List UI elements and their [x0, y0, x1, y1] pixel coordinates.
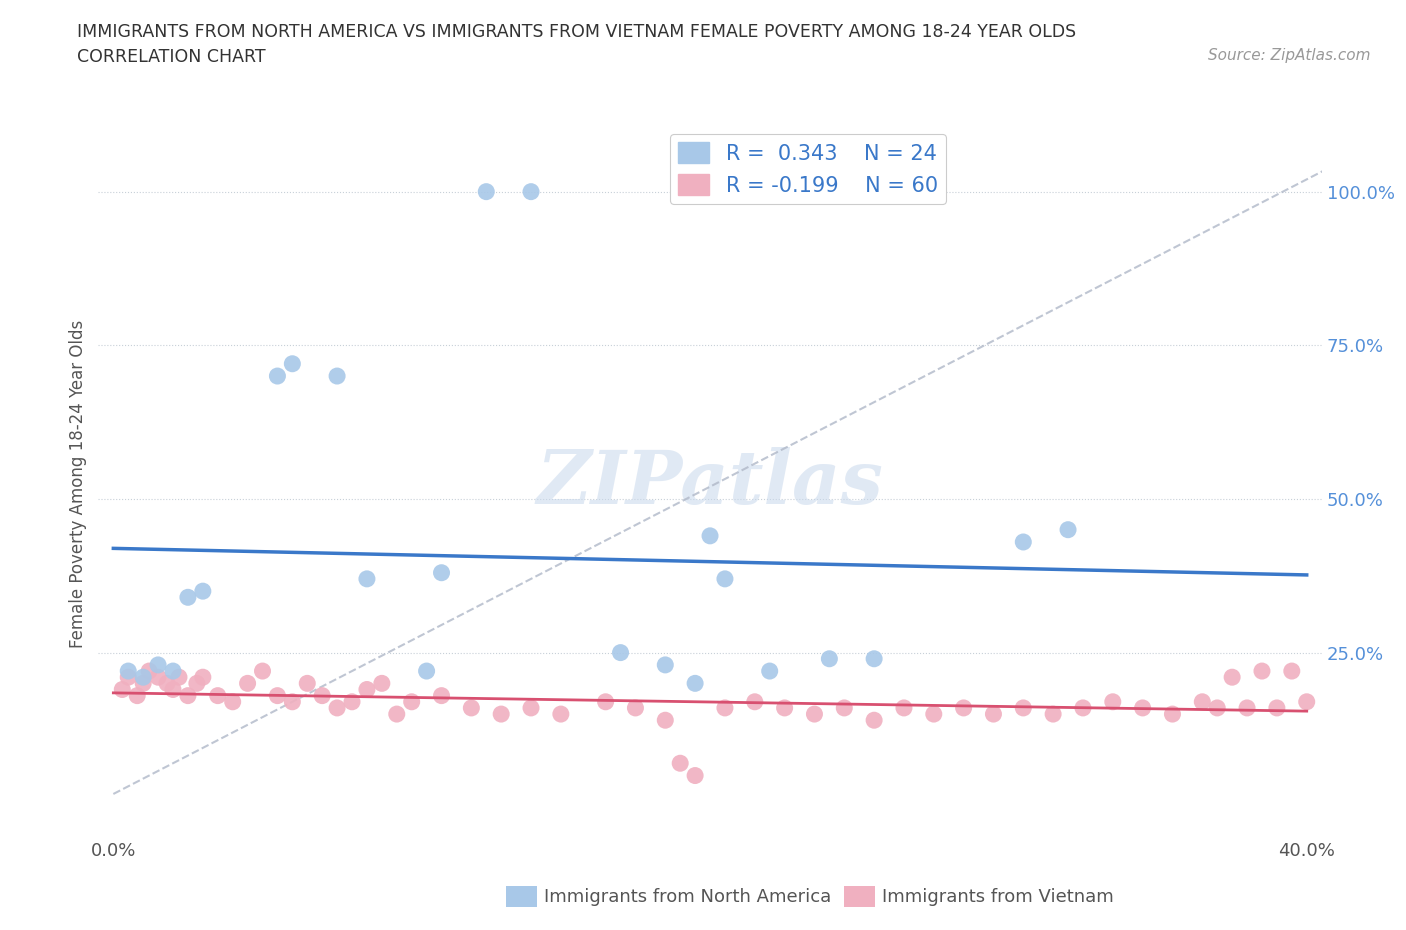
Y-axis label: Female Poverty Among 18-24 Year Olds: Female Poverty Among 18-24 Year Olds	[69, 320, 87, 647]
Point	[252, 664, 274, 679]
Point	[221, 695, 243, 710]
Point	[146, 658, 169, 672]
Point	[356, 682, 378, 697]
Point	[460, 700, 482, 715]
Point	[207, 688, 229, 703]
Point	[818, 651, 841, 666]
Point	[266, 368, 288, 383]
Point	[1236, 700, 1258, 715]
Point	[191, 670, 214, 684]
Point	[654, 658, 676, 672]
Point	[922, 707, 945, 722]
Legend: R =  0.343    N = 24, R = -0.199    N = 60: R = 0.343 N = 24, R = -0.199 N = 60	[669, 134, 946, 204]
Point	[1281, 664, 1303, 679]
Point	[117, 664, 139, 679]
Point	[415, 664, 437, 679]
Point	[281, 356, 304, 371]
Point	[326, 700, 349, 715]
Point	[863, 712, 886, 727]
Text: Immigrants from North America: Immigrants from North America	[544, 887, 831, 906]
Point	[430, 688, 453, 703]
Point	[1265, 700, 1288, 715]
Point	[132, 670, 155, 684]
Point	[1057, 523, 1080, 538]
Point	[371, 676, 394, 691]
Point	[520, 184, 543, 199]
Point	[744, 695, 766, 710]
Point	[669, 756, 692, 771]
Point	[356, 571, 378, 586]
Text: CORRELATION CHART: CORRELATION CHART	[77, 48, 266, 66]
Point	[773, 700, 796, 715]
Point	[430, 565, 453, 580]
Point	[1101, 695, 1123, 710]
Point	[952, 700, 974, 715]
Point	[683, 768, 706, 783]
Point	[146, 670, 169, 684]
Point	[803, 707, 825, 722]
Point	[281, 695, 304, 710]
Point	[1012, 700, 1035, 715]
Point	[1042, 707, 1064, 722]
Point	[1191, 695, 1213, 710]
Point	[832, 700, 855, 715]
Point	[624, 700, 647, 715]
Point	[167, 670, 190, 684]
Point	[266, 688, 288, 703]
Point	[863, 651, 886, 666]
Point	[1161, 707, 1184, 722]
Point	[550, 707, 572, 722]
Point	[714, 571, 737, 586]
Point	[236, 676, 259, 691]
Point	[191, 584, 214, 599]
Text: IMMIGRANTS FROM NORTH AMERICA VS IMMIGRANTS FROM VIETNAM FEMALE POVERTY AMONG 18: IMMIGRANTS FROM NORTH AMERICA VS IMMIGRA…	[77, 23, 1077, 41]
Point	[654, 712, 676, 727]
Point	[1206, 700, 1229, 715]
Point	[385, 707, 408, 722]
Point	[162, 682, 184, 697]
Point	[326, 368, 349, 383]
Point	[683, 676, 706, 691]
Point	[1071, 700, 1094, 715]
Point	[475, 184, 498, 199]
Text: Source: ZipAtlas.com: Source: ZipAtlas.com	[1208, 48, 1371, 63]
Point	[609, 645, 631, 660]
Point	[699, 528, 721, 543]
Point	[186, 676, 208, 691]
Point	[983, 707, 1005, 722]
Point	[311, 688, 333, 703]
Text: ZIPatlas: ZIPatlas	[537, 447, 883, 520]
Point	[401, 695, 423, 710]
Point	[111, 682, 134, 697]
Point	[340, 695, 363, 710]
Point	[1132, 700, 1154, 715]
Point	[1012, 535, 1035, 550]
Point	[893, 700, 915, 715]
Point	[138, 664, 160, 679]
Point	[758, 664, 780, 679]
Point	[177, 590, 200, 604]
Point	[117, 670, 139, 684]
Point	[489, 707, 512, 722]
Point	[156, 676, 179, 691]
Point	[1295, 695, 1317, 710]
Point	[595, 695, 617, 710]
Point	[1220, 670, 1243, 684]
Point	[1251, 664, 1274, 679]
Point	[132, 676, 155, 691]
Text: Immigrants from Vietnam: Immigrants from Vietnam	[882, 887, 1114, 906]
Point	[520, 700, 543, 715]
Point	[297, 676, 319, 691]
Point	[714, 700, 737, 715]
Point	[162, 664, 184, 679]
Point	[177, 688, 200, 703]
Point	[127, 688, 149, 703]
